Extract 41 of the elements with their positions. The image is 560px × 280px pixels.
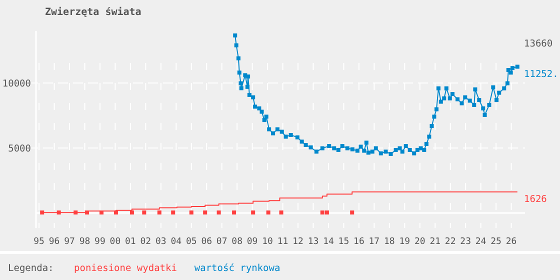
x-tick-label: 19 <box>399 237 410 247</box>
legend-title: Legenda: <box>8 263 54 274</box>
data-label: 1626 <box>524 194 548 206</box>
x-tick-label: 10 <box>262 237 273 247</box>
text: poniesione wydatki <box>74 263 178 274</box>
x-tick-label: 01 <box>125 237 136 247</box>
x-tick-label: 07 <box>216 237 228 247</box>
x-tick-label: 26 <box>506 237 517 247</box>
x-tick-label: 08 <box>232 237 243 247</box>
x-tick-label: 22 <box>444 237 456 247</box>
x-tick-label: 17 <box>368 237 380 247</box>
x-tick-label: 13 <box>308 237 319 247</box>
x-tick-label: 06 <box>201 237 212 247</box>
x-tick-label: 18 <box>384 237 395 247</box>
x-tick-label: 96 <box>48 237 60 247</box>
x-tick-label: 95 <box>34 237 44 247</box>
x-tick-label: 14 <box>323 237 334 247</box>
x-tick-label: 12 <box>292 237 304 247</box>
annotation: 13660 <box>524 38 553 50</box>
x-tick-label: 24 <box>475 237 486 247</box>
x-tick-label: 98 <box>79 237 90 247</box>
x-tick-label: 23 <box>460 237 472 247</box>
x-tick-label: 11 <box>277 237 288 247</box>
x-tick-label: 20 <box>414 237 426 247</box>
x-tick-label: 21 <box>430 237 441 247</box>
x-tick-label: 00 <box>110 237 121 247</box>
x-tick-label: 04 <box>170 237 182 247</box>
x-tick-label: 16 <box>354 237 364 247</box>
text: wartość rynkowa <box>194 263 280 274</box>
data-label: 11252. <box>524 69 558 80</box>
y-tick-label: 5000 <box>8 143 32 154</box>
x-tick-label: 09 <box>246 237 258 247</box>
x-tick-label: 03 <box>155 237 166 247</box>
x-tick-label: 02 <box>140 237 152 247</box>
x-tick-label: 99 <box>94 237 106 247</box>
x-tick-label: 25 <box>490 237 502 247</box>
x-tick-label: 15 <box>338 237 350 247</box>
x-tick-label: 97 <box>64 237 75 247</box>
chart-title: Zwierzęta świata <box>45 6 142 18</box>
y-tick-label: 10000 <box>2 78 32 90</box>
x-tick-label: 05 <box>186 237 197 247</box>
